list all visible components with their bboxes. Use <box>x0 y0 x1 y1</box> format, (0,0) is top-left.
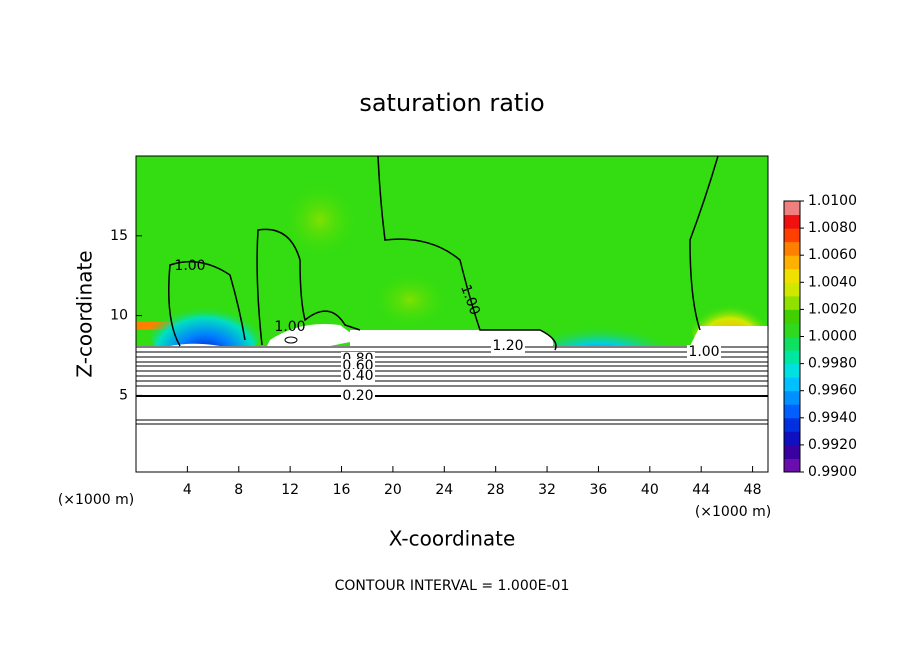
y-axis-title: Z-coordinate <box>73 250 97 377</box>
colorbar-band <box>784 268 800 283</box>
contour-labels: 1.001.001.001.200.800.600.400.201.00 <box>174 258 721 404</box>
x-tick-label: 44 <box>692 482 710 498</box>
y-unit: (×1000 m) <box>58 492 134 508</box>
colorbar-band <box>784 444 800 459</box>
x-tick-label: 24 <box>435 482 453 498</box>
x-tick-label: 28 <box>487 482 505 498</box>
colorbar-tick-label: 1.0020 <box>808 301 857 317</box>
footer: CONTOUR INTERVAL = 1.000E-01 <box>335 578 570 594</box>
y-tick-label: 15 <box>110 228 128 244</box>
colorbar-tick-label: 1.0100 <box>808 193 857 209</box>
colorbar-tick-label: 1.0060 <box>808 247 857 263</box>
x-axis-title: X-coordinate <box>389 527 516 551</box>
colorbar-band <box>784 458 800 473</box>
contour-label: 1.20 <box>492 338 523 354</box>
colorbar-tick-label: 0.9900 <box>808 464 857 480</box>
contour-label: 1.00 <box>274 319 305 335</box>
x-tick-label: 4 <box>183 482 192 498</box>
colorbar-band <box>784 255 800 270</box>
colorbar-tick-label: 0.9920 <box>808 437 857 453</box>
plot-frame <box>135 155 769 473</box>
colorbar-band <box>784 404 800 419</box>
x-tick-label: 12 <box>281 482 299 498</box>
colorbar-band <box>784 417 800 432</box>
contour-label: 1.00 <box>174 258 205 274</box>
colorbar-band <box>784 431 800 446</box>
contour-label: 0.40 <box>342 368 373 384</box>
y-tick-label: 5 <box>119 387 128 403</box>
colorbar-band <box>784 228 800 243</box>
contour-label: 0.20 <box>342 388 373 404</box>
x-unit: (×1000 m) <box>695 504 771 520</box>
x-tick-label: 8 <box>234 482 243 498</box>
x-tick-label: 36 <box>590 482 608 498</box>
field <box>136 156 770 472</box>
y-tick-label: 10 <box>110 308 128 324</box>
colorbar-tick-label: 1.0040 <box>808 274 857 290</box>
colorbar-tick-label: 1.0080 <box>808 220 857 236</box>
contour-label-bg <box>341 389 375 403</box>
x-tick-label: 32 <box>538 482 556 498</box>
contour-label-bg <box>341 369 375 383</box>
colorbar-tick-label: 0.9960 <box>808 383 857 399</box>
contour-label-bg <box>687 345 721 359</box>
colorbar-band <box>784 241 800 256</box>
colorbar-band <box>784 214 800 229</box>
colorbar-band <box>784 363 800 378</box>
colorbar-tick-label: 0.9940 <box>808 410 857 426</box>
colorbar-band <box>784 377 800 392</box>
colorbar-tick-label: 0.9980 <box>808 356 857 372</box>
colorbar-band <box>784 336 800 351</box>
colorbar-band <box>784 282 800 297</box>
chart-title: saturation ratio <box>359 89 544 117</box>
colorbar-band <box>784 390 800 405</box>
contour-label-bg <box>491 339 525 353</box>
x-tick-label: 20 <box>384 482 402 498</box>
colorbar-band <box>784 295 800 310</box>
x-tick-label: 16 <box>333 482 351 498</box>
colorbar-band <box>784 201 800 216</box>
contour-lines <box>136 155 768 425</box>
colorbar-band <box>784 309 800 324</box>
x-tick-label: 48 <box>744 482 762 498</box>
colorbar-band <box>784 350 800 365</box>
contour-label: 1.00 <box>688 344 719 360</box>
x-tick-label: 40 <box>641 482 659 498</box>
colorbar-band <box>784 322 800 337</box>
colorbar-tick-label: 1.0000 <box>808 329 857 345</box>
